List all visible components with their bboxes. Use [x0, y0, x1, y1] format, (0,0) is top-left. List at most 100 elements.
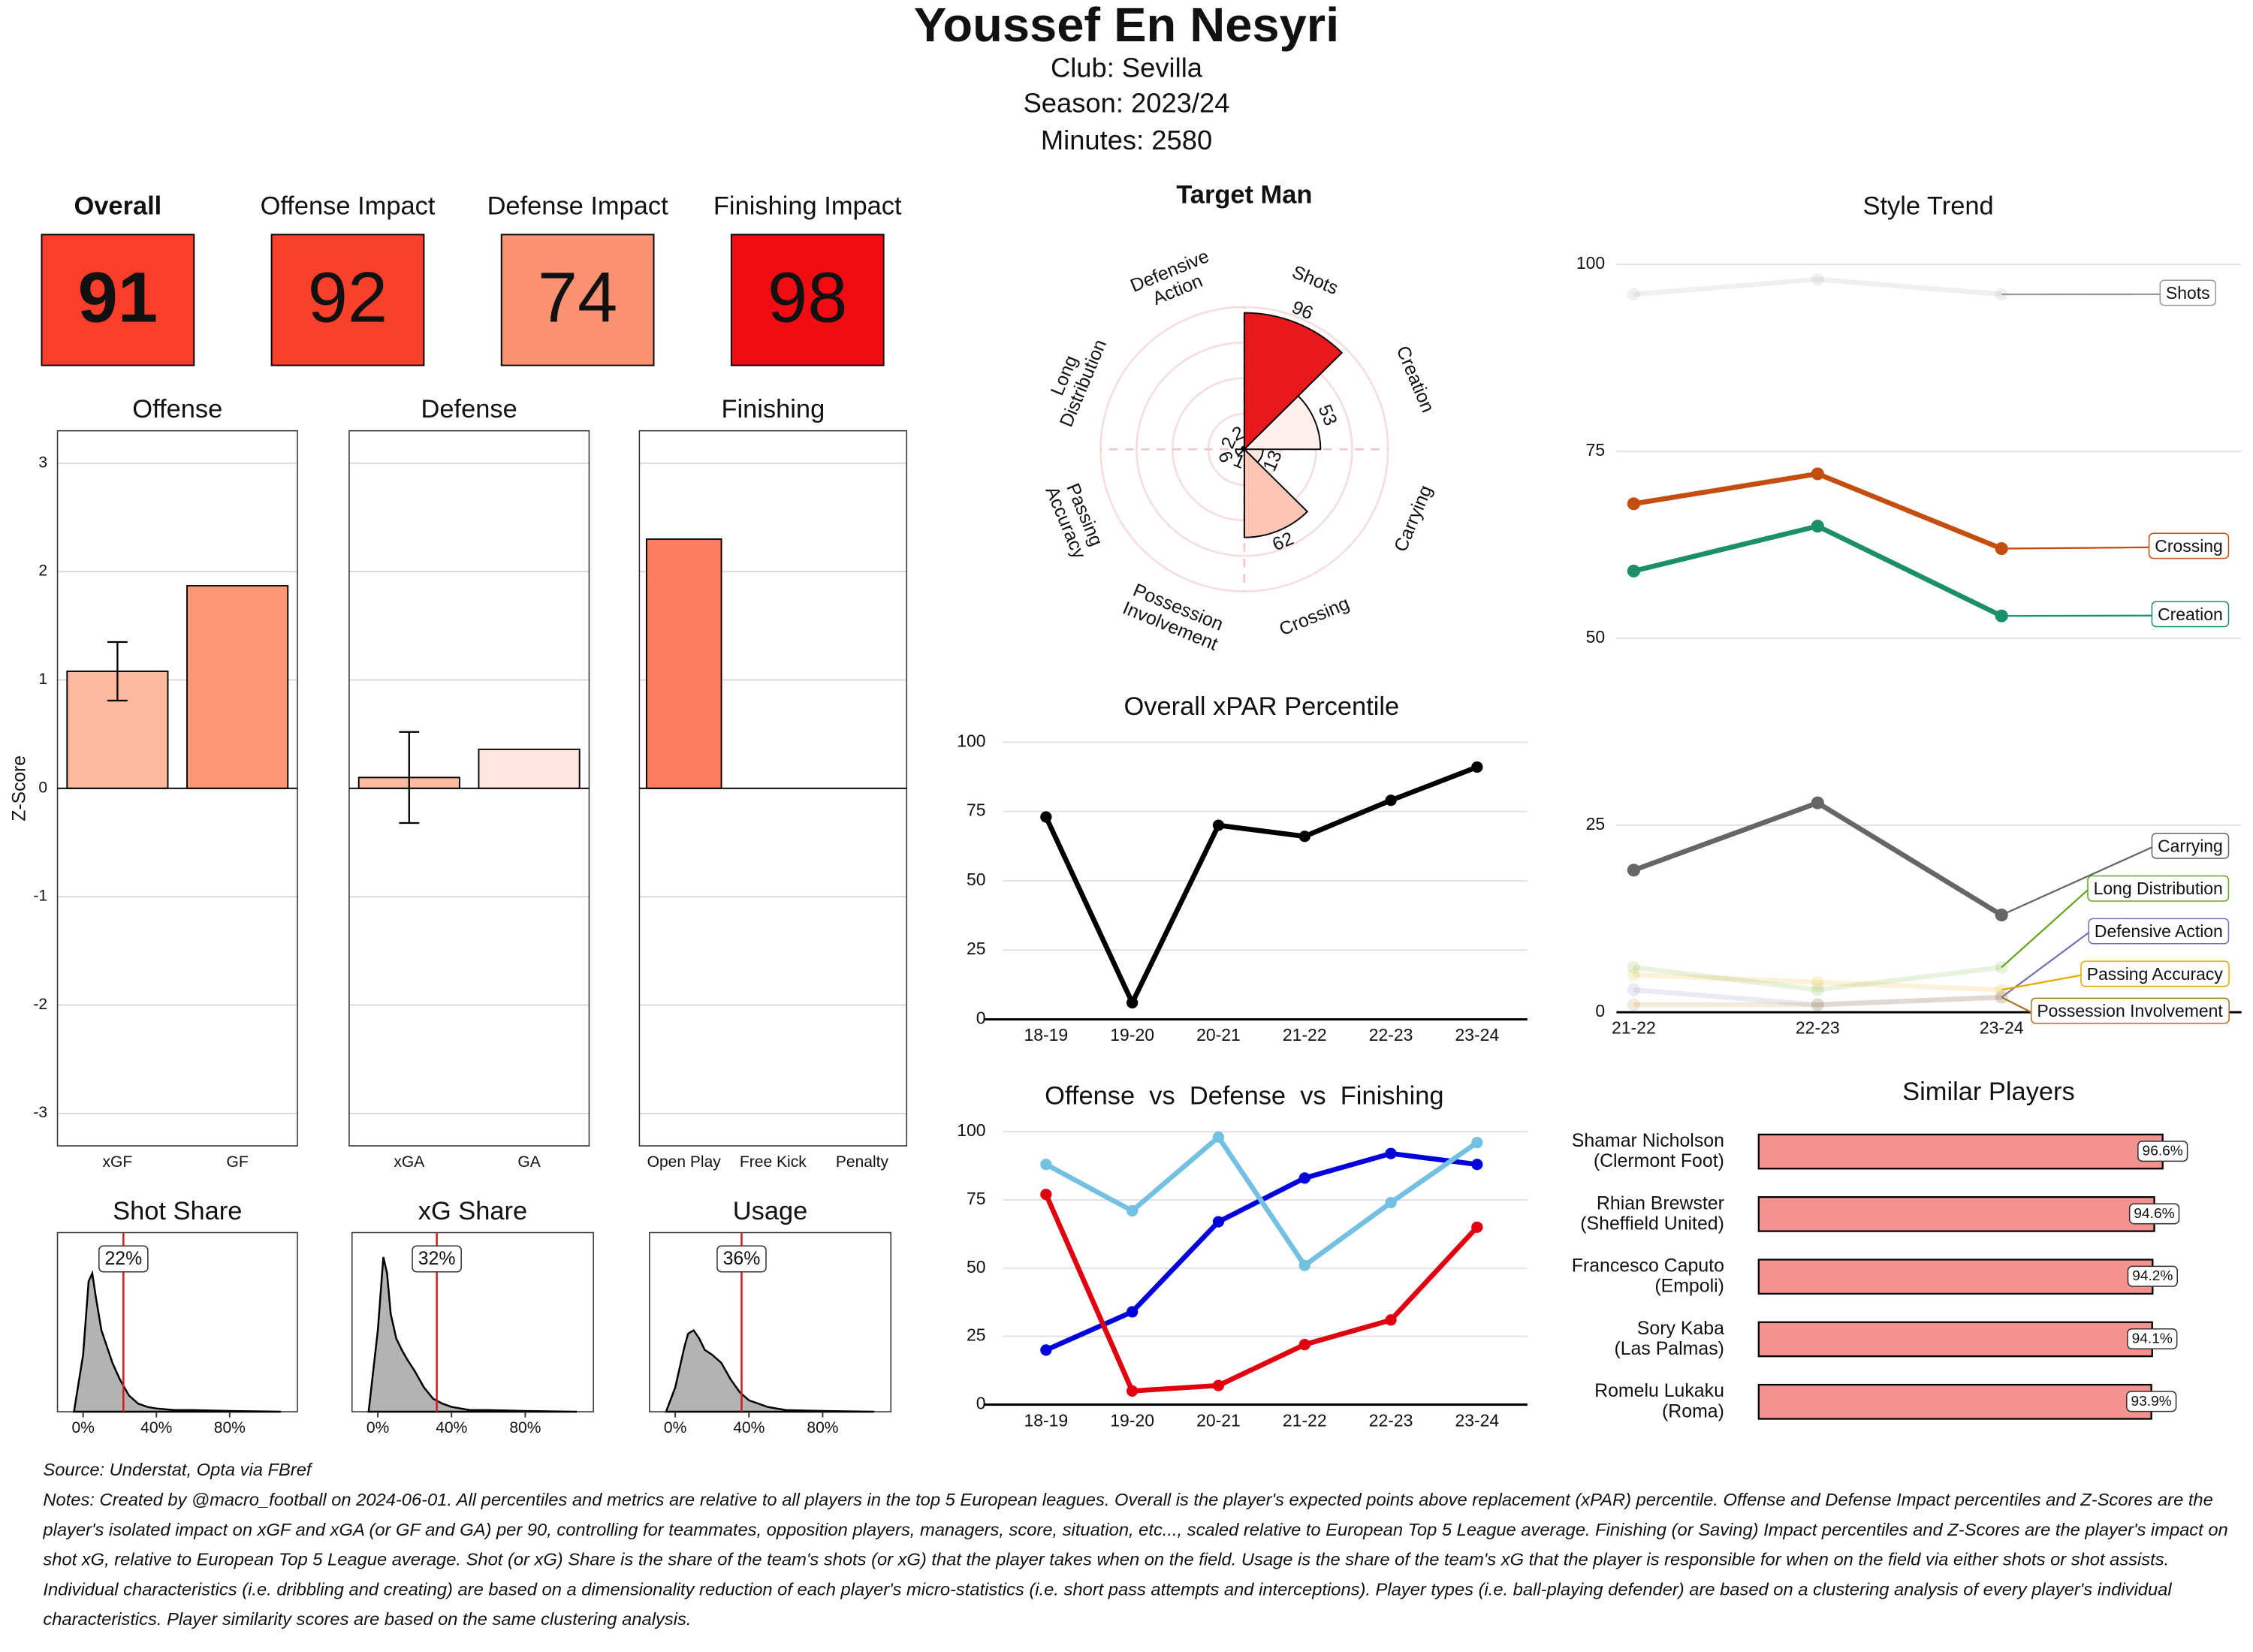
- y-tick-label: 100: [1576, 253, 1605, 273]
- player-name: Youssef En Nesyri: [914, 0, 1339, 52]
- y-tick-label: 100: [957, 731, 985, 750]
- series-line: [1633, 523, 2003, 619]
- series-point: [1471, 1221, 1483, 1233]
- series-line: [1633, 994, 2002, 1008]
- x-tick-label: Free Kick: [740, 1153, 807, 1171]
- y-tick-label: 0: [976, 1394, 986, 1413]
- marker-label: 22%: [104, 1249, 142, 1269]
- x-tick-label: xGA: [394, 1153, 424, 1171]
- series-point: [1212, 1131, 1225, 1143]
- impact-label: Overall: [74, 192, 162, 221]
- panel-title: Offense: [132, 395, 222, 424]
- series-label: Shots: [2166, 283, 2210, 303]
- category-label: Carrying: [1391, 483, 1437, 555]
- panel-title: xG Share: [418, 1197, 527, 1225]
- impact-label: Finishing Impact: [713, 192, 902, 221]
- y-tick-label: 25: [967, 939, 986, 958]
- series-label-box: [2151, 832, 2230, 859]
- chart-title: Overall xPAR Percentile: [1123, 692, 1399, 721]
- y-tick-label: 0: [38, 779, 47, 796]
- bar: [645, 538, 722, 789]
- similarity-bar: [1757, 1259, 2154, 1295]
- value-label-box: [2127, 1328, 2178, 1350]
- category-label: Creation: [1392, 343, 1438, 415]
- series-point: [1471, 761, 1483, 773]
- chart-title: Target Man: [1176, 180, 1312, 209]
- y-tick-label: 50: [967, 870, 986, 889]
- impact-value: 91: [78, 258, 158, 337]
- polar-bar: [1235, 448, 1247, 457]
- info-line: Season: 2023/24: [1024, 88, 1230, 119]
- polar-bar: [1243, 312, 1344, 451]
- series-label: Carrying: [2158, 837, 2223, 856]
- y-tick-label: 25: [1586, 814, 1606, 834]
- impact-box: [500, 234, 655, 366]
- value-label: 94.2%: [2132, 1268, 2173, 1284]
- series-label: Long Distribution: [2094, 879, 2223, 898]
- similarity-bar: [1757, 1133, 2164, 1170]
- x-tick-label: 80%: [214, 1419, 246, 1436]
- y-tick-label: 25: [967, 1325, 986, 1345]
- impact-value: 98: [768, 258, 847, 337]
- x-tick-label: 23-24: [1980, 1018, 2024, 1038]
- similarity-bar: [1757, 1321, 2153, 1358]
- x-tick-label: GF: [227, 1153, 249, 1171]
- series-point: [1627, 998, 1640, 1011]
- series-label-box: [2159, 279, 2217, 306]
- series-point: [1385, 1314, 1397, 1326]
- impact-value: 74: [538, 258, 617, 337]
- series-point: [1471, 1159, 1483, 1171]
- leader-line: [2001, 546, 2149, 550]
- notes: Notes: Created by @macro_football on 202…: [43, 1490, 2228, 1629]
- value-label: 94.6%: [2134, 1206, 2174, 1222]
- x-tick-label: 21-22: [1283, 1025, 1327, 1045]
- player-name: Rhian Brewster (Sheffield United): [1580, 1193, 1724, 1234]
- value-label-box: [2127, 1265, 2179, 1287]
- series-label-box: [2151, 601, 2230, 628]
- series-label: Creation: [2158, 604, 2223, 624]
- series-point: [1811, 998, 1824, 1011]
- legend-entry: Finishing: [1341, 1082, 1444, 1111]
- value-label-box: [2137, 1141, 2188, 1162]
- series-point: [1627, 968, 1640, 981]
- impact-value: 92: [308, 258, 388, 337]
- leader-line: [2001, 846, 2152, 916]
- series-line: [1633, 972, 2002, 993]
- x-tick-label: 22-23: [1369, 1410, 1413, 1430]
- series-point: [1298, 1172, 1310, 1184]
- marker-label-box: [716, 1245, 767, 1273]
- category-label: PassingAccuracy: [1042, 476, 1109, 562]
- x-tick-label: 21-22: [1283, 1410, 1327, 1430]
- x-tick-label: 80%: [509, 1419, 541, 1436]
- panel-title: Usage: [733, 1197, 808, 1225]
- y-tick-label: 1: [38, 671, 47, 688]
- notes-block: Source: Understat, Opta via FBref Notes:…: [43, 1460, 2228, 1629]
- x-tick-label: 22-23: [1369, 1025, 1413, 1045]
- series-point: [1126, 1385, 1139, 1397]
- x-tick-label: 19-20: [1110, 1025, 1154, 1045]
- impact-box: [270, 234, 425, 366]
- legend-separator: vs: [1149, 1082, 1175, 1111]
- series-line: [1045, 1135, 1479, 1268]
- x-tick-label: 18-19: [1024, 1025, 1069, 1045]
- x-tick-label: 23-24: [1455, 1410, 1499, 1430]
- category-label: PossessionInvolvement: [1120, 579, 1229, 655]
- series-point: [1627, 564, 1640, 577]
- x-tick-label: 0%: [366, 1419, 389, 1436]
- x-tick-label: 19-20: [1110, 1410, 1154, 1430]
- x-tick-label: GA: [517, 1153, 540, 1171]
- x-tick-label: 40%: [733, 1419, 765, 1436]
- y-tick-label: 50: [1586, 627, 1606, 647]
- series-point: [1811, 796, 1824, 809]
- y-tick-label: -1: [33, 888, 47, 905]
- series-line: [1045, 1150, 1478, 1352]
- value-label: 53: [1314, 402, 1341, 429]
- x-tick-label: 20-21: [1196, 1410, 1241, 1430]
- value-label: 93.9%: [2131, 1394, 2172, 1409]
- series-point: [1385, 794, 1397, 806]
- series-label: Defensive Action: [2095, 921, 2223, 941]
- series-point: [1126, 1306, 1139, 1318]
- info-line: Club: Sevilla: [1051, 52, 1203, 83]
- series-point: [1811, 467, 1824, 481]
